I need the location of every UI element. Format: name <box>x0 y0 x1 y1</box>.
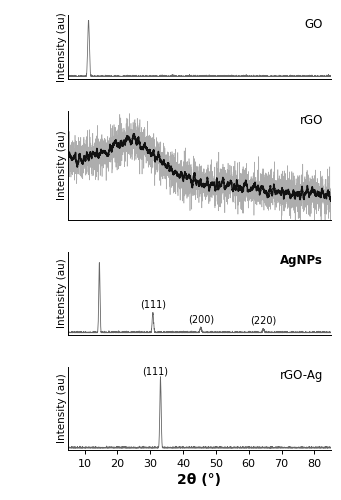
Y-axis label: Intensity (au): Intensity (au) <box>57 258 67 328</box>
Text: AgNPs: AgNPs <box>280 254 323 268</box>
Text: rGO: rGO <box>299 114 323 128</box>
Text: (111): (111) <box>143 367 168 377</box>
Y-axis label: Intensity (au): Intensity (au) <box>57 130 67 200</box>
Y-axis label: Intensity (au): Intensity (au) <box>57 12 67 82</box>
Text: rGO-Ag: rGO-Ag <box>280 370 323 382</box>
Text: (200): (200) <box>188 314 214 324</box>
Text: GO: GO <box>305 18 323 31</box>
Text: (220): (220) <box>250 316 277 326</box>
Y-axis label: Intensity (au): Intensity (au) <box>57 374 67 444</box>
Text: (111): (111) <box>140 300 166 310</box>
X-axis label: 2θ (°): 2θ (°) <box>177 473 222 487</box>
